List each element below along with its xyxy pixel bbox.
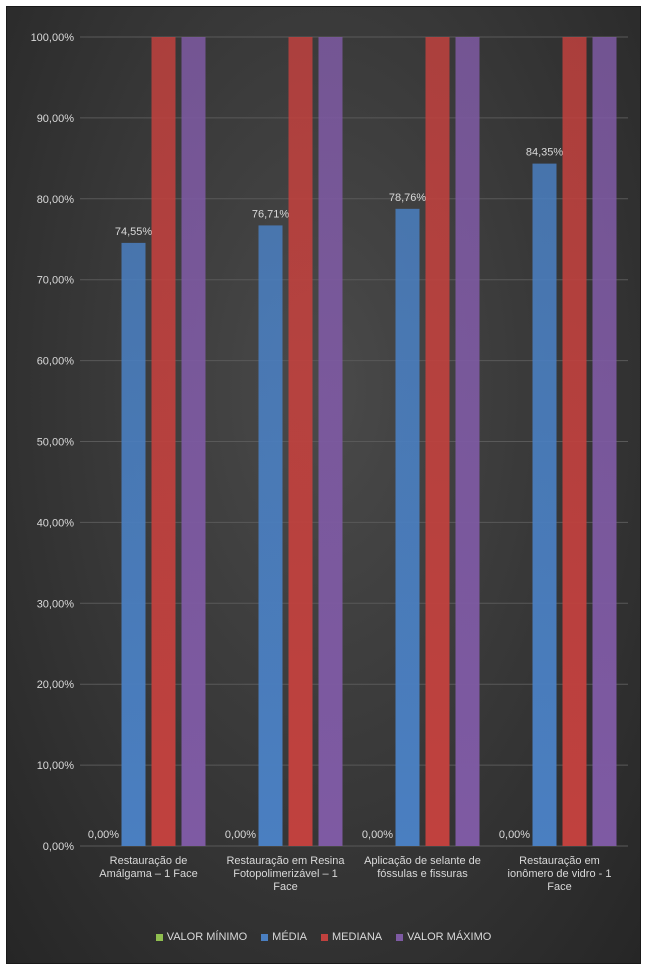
category-label: Face [547, 881, 571, 893]
data-label: 0,00% [362, 829, 393, 841]
data-label: 0,00% [225, 829, 256, 841]
category-label: Face [273, 881, 297, 893]
legend-label: VALOR MÍNIMO [166, 931, 248, 943]
bar-média [532, 163, 557, 846]
legend: VALOR MÍNIMO MÉDIA MEDIANA VALOR MÁXIMO [7, 931, 640, 943]
bar-mediana [562, 37, 587, 846]
category-label: fóssulas e fissuras [377, 868, 468, 880]
bar-valor-máximo [455, 37, 480, 846]
bar-mediana [425, 37, 450, 846]
legend-item: MÉDIA [261, 931, 307, 943]
category-label: Restauração em Resina [226, 855, 345, 867]
legend-label: VALOR MÁXIMO [407, 931, 492, 943]
legend-swatch [321, 933, 329, 941]
category-label: Restauração em [519, 855, 600, 867]
bar-mediana [151, 37, 176, 846]
bar-valor-máximo [318, 37, 343, 846]
legend-item: VALOR MÍNIMO [155, 931, 248, 943]
y-tick-label: 10,00% [37, 760, 75, 772]
data-label: 84,35% [526, 147, 564, 159]
bar-valor-máximo [592, 37, 617, 846]
legend-label: MÉDIA [272, 931, 308, 943]
data-label: 78,76% [389, 192, 427, 204]
legend-swatch [261, 933, 269, 941]
legend-swatch [396, 933, 404, 941]
y-tick-label: 30,00% [37, 598, 75, 610]
category-label: Fotopolimerizável – 1 [233, 868, 338, 880]
category-label: ionômero de vidro - 1 [508, 868, 612, 880]
bar-chart: 0,00% 10,00% 20,00% 30,00% 40,00% 50,00% 60,00… [31, 32, 628, 893]
bar-média [395, 208, 420, 846]
y-tick-label: 20,00% [37, 679, 75, 691]
data-label: 0,00% [499, 829, 530, 841]
legend-item: MEDIANA [321, 931, 382, 943]
bar-valor-máximo [181, 37, 206, 846]
y-tick-label: 40,00% [37, 517, 75, 529]
legend-label: MEDIANA [332, 931, 383, 943]
legend-swatch [155, 933, 163, 941]
y-tick-label: 50,00% [37, 437, 75, 449]
data-label: 0,00% [88, 829, 119, 841]
y-tick-label: 60,00% [37, 356, 75, 368]
y-tick-label: 90,00% [37, 113, 75, 125]
y-tick-label: 80,00% [37, 194, 75, 206]
y-tick-label: 0,00% [43, 841, 74, 853]
category-label: Amálgama – 1 Face [99, 868, 197, 880]
y-tick-label: 100,00% [31, 32, 75, 44]
bar-média [258, 225, 283, 846]
bar-média [121, 242, 146, 846]
bar-mediana [288, 37, 313, 846]
category-label: Restauração de [110, 855, 188, 867]
data-label: 76,71% [252, 208, 290, 220]
category-label: Aplicação de selante de [364, 855, 481, 867]
y-tick-label: 70,00% [37, 275, 75, 287]
chart-frame: 0,00% 10,00% 20,00% 30,00% 40,00% 50,00% 60,00… [6, 6, 641, 964]
legend-item: VALOR MÁXIMO [396, 931, 491, 943]
data-label: 74,55% [115, 226, 153, 238]
